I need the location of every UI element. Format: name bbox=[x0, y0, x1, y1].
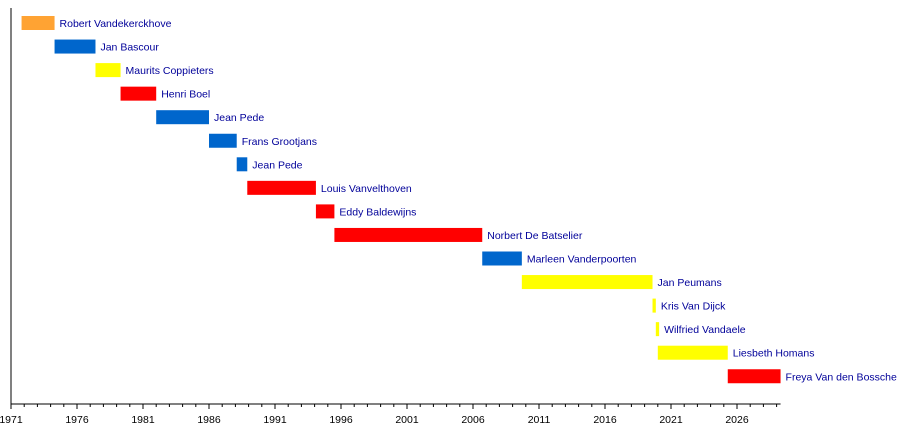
x-tick-label: 1981 bbox=[131, 414, 155, 425]
x-axis: 1971 1976 1981 1986 1991 1996 2001 2006 2011 2016… bbox=[0, 8, 781, 426]
x-tick-label: 2026 bbox=[725, 414, 749, 425]
timeline-bar bbox=[247, 180, 316, 195]
bar-label: Frans Grootjans bbox=[242, 136, 317, 148]
timeline-bar bbox=[95, 63, 121, 78]
timeline-bar bbox=[54, 39, 96, 54]
bar-label: Eddy Baldewijns bbox=[339, 206, 416, 218]
bar-label: Maurits Coppieters bbox=[126, 65, 214, 77]
x-tick-label: 1991 bbox=[263, 414, 287, 425]
timeline-bar bbox=[236, 157, 248, 172]
bar-label: Wilfried Vandaele bbox=[664, 324, 746, 336]
bars-group: Robert Vandekerckhove Jan Bascour Maurits … bbox=[21, 16, 897, 384]
bar-label: Marleen Vanderpoorten bbox=[527, 254, 637, 266]
timeline-bar bbox=[657, 345, 728, 360]
bar-label: Liesbeth Homans bbox=[733, 348, 815, 360]
x-tick-label: 1971 bbox=[0, 414, 23, 425]
x-tick-label: 1996 bbox=[329, 414, 353, 425]
bar-label: Norbert De Batselier bbox=[487, 230, 583, 242]
bar-label: Freya Van den Bossche bbox=[786, 371, 897, 383]
bar-label: Robert Vandekerckhove bbox=[60, 18, 172, 30]
bar-label: Jan Bascour bbox=[100, 42, 159, 54]
timeline-bar bbox=[655, 322, 660, 337]
bar-label: Jan Peumans bbox=[658, 277, 722, 289]
bar-label: Louis Vanvelthoven bbox=[321, 183, 412, 195]
timeline-bar bbox=[120, 86, 157, 101]
x-tick-label: 1986 bbox=[197, 414, 221, 425]
timeline-bar bbox=[521, 275, 653, 290]
bar-label: Jean Pede bbox=[252, 159, 302, 171]
x-tick-label: 2011 bbox=[528, 414, 551, 425]
timeline-bar bbox=[315, 204, 335, 219]
timeline-bar bbox=[482, 251, 522, 266]
timeline-bar bbox=[209, 133, 237, 148]
x-tick-label: 2001 bbox=[395, 414, 419, 425]
timeline-bar bbox=[334, 227, 483, 242]
x-tick-label: 2006 bbox=[461, 414, 485, 425]
bar-label: Henri Boel bbox=[161, 89, 210, 101]
x-tick-label: 1976 bbox=[65, 414, 89, 425]
x-tick-label: 2016 bbox=[593, 414, 617, 425]
timeline-bar bbox=[652, 298, 656, 313]
x-tick-label: 2021 bbox=[659, 414, 683, 425]
timeline-bar bbox=[21, 16, 55, 30]
timeline-bar bbox=[727, 369, 781, 384]
timeline-bar bbox=[156, 110, 209, 125]
bar-label: Kris Van Dijck bbox=[661, 301, 726, 313]
bar-label: Jean Pede bbox=[214, 112, 264, 124]
